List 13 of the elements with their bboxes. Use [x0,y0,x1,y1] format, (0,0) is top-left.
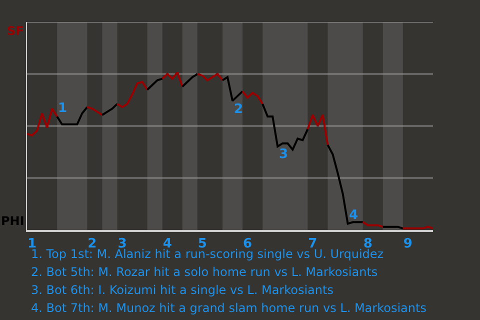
x-tick-label: 6 [243,236,252,252]
x-tick-label: 7 [308,236,318,252]
text: SF [7,24,24,38]
text: 3. Bot 6th: I. Koizumi hit a single vs L. Markosiants [31,283,334,297]
x-tick-label: 5 [198,236,207,252]
annotation: 1 [58,101,68,116]
annotation: 2 [234,102,244,117]
text: 2. Bot 5th: M. Rozar hit a solo home run vs L. Markosiants [31,265,378,279]
annotation: 3 [279,147,288,162]
text: 4. Bot 7th: M. Munoz hit a grand slam home run vs L. Markosiants [31,301,426,315]
x-tick-label: 2 [88,236,97,252]
x-tick-label: 9 [403,236,412,252]
annotation: 4 [349,208,358,223]
